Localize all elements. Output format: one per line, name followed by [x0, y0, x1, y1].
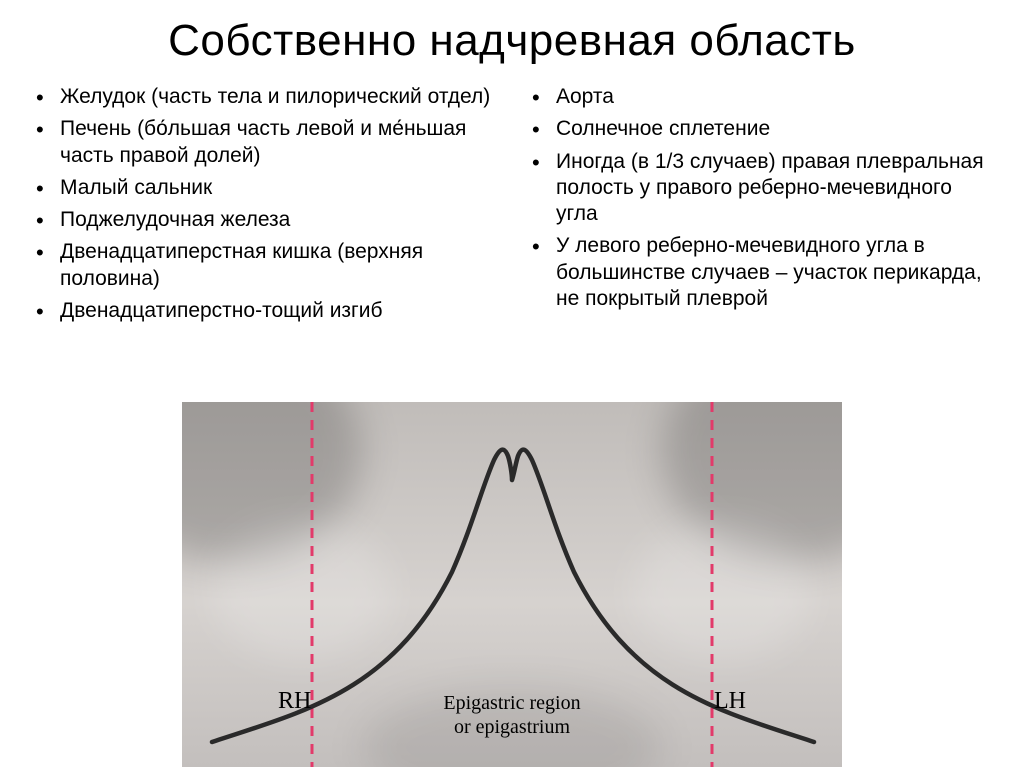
page-title: Собственно надчревная область [30, 16, 994, 66]
list-item: Желудок (часть тела и пилорический отдел… [30, 84, 498, 110]
epigastric-figure: RH LH Epigastric region or epigastrium [182, 402, 842, 767]
left-column: Желудок (часть тела и пилорический отдел… [30, 84, 498, 330]
list-item: Поджелудочная железа [30, 207, 498, 233]
right-column: Аорта Солнечное сплетение Иногда (в 1/3 сл… [526, 84, 994, 330]
slide-root: Собственно надчревная область Желудок (ч… [0, 0, 1024, 767]
figure-caption-line2: or epigastrium [454, 716, 570, 738]
list-item: У левого реберно-мечевидного угла в боль… [526, 233, 994, 312]
figure-caption: Epigastric region or epigastrium [182, 691, 842, 739]
content-columns: Желудок (часть тела и пилорический отдел… [30, 84, 994, 330]
list-item: Двенадцатиперстная кишка (верхняя полови… [30, 239, 498, 292]
figure-container: RH LH Epigastric region or epigastrium [0, 402, 1024, 767]
list-item: Двенадцатиперстно-тощий изгиб [30, 298, 498, 324]
list-item: Солнечное сплетение [526, 116, 994, 142]
figure-caption-line1: Epigastric region [443, 692, 580, 714]
list-item: Малый сальник [30, 175, 498, 201]
list-item: Аорта [526, 84, 994, 110]
left-bullet-list: Желудок (часть тела и пилорический отдел… [30, 84, 498, 324]
list-item: Иногда (в 1/3 случаев) правая плевральна… [526, 149, 994, 228]
list-item: Печень (бо́льшая часть левой и ме́ньшая … [30, 116, 498, 169]
right-bullet-list: Аорта Солнечное сплетение Иногда (в 1/3 сл… [526, 84, 994, 312]
